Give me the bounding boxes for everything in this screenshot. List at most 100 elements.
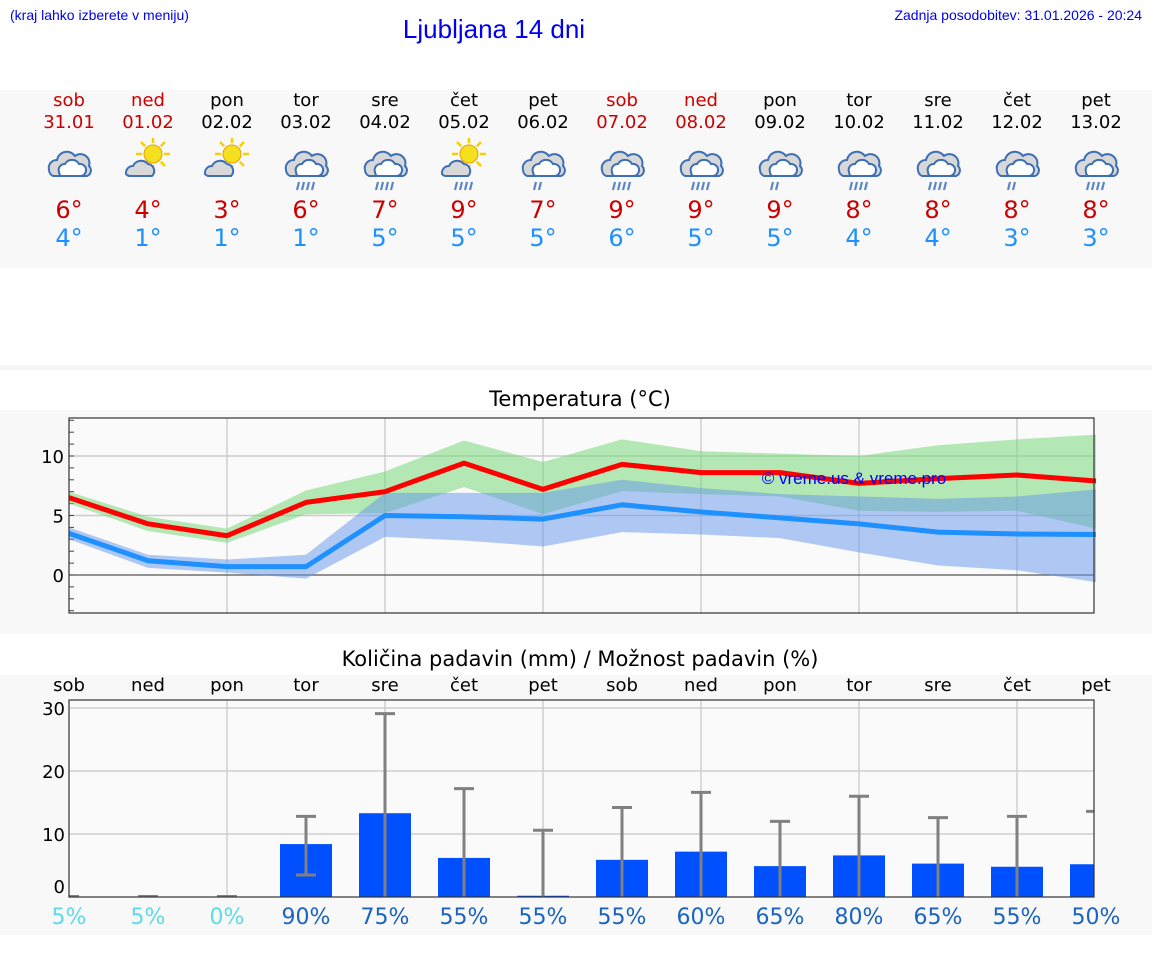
day-forecast: sob 07.02 9° 6° [583, 90, 662, 252]
partly-sunny-weather-icon [203, 138, 249, 177]
day-forecast: čet 12.02 8° 3° [978, 90, 1057, 252]
day-forecast: pon 02.02 3° 1° [188, 90, 267, 252]
divider [0, 365, 1152, 370]
day-date: 01.02 [122, 112, 174, 133]
precip-day-label: čet [1002, 675, 1032, 696]
precip-day-label: sre [924, 675, 952, 696]
day-date: 13.02 [1070, 112, 1122, 133]
precip-day-label: čet [449, 675, 479, 696]
max-temperature: 7° [529, 196, 557, 224]
day-name: pet [528, 90, 558, 111]
day-forecast: tor 03.02 6° 1° [267, 90, 346, 252]
day-forecast: ned 08.02 9° 5° [662, 90, 741, 252]
rain-weather-icon [1074, 150, 1119, 191]
precip-plot-frame [68, 699, 1095, 898]
day-name: ned [131, 90, 165, 111]
cloudy-weather-icon [47, 150, 92, 177]
sun-rain-weather-icon [440, 138, 486, 191]
temp-y-tick-label: 0 [53, 566, 64, 587]
day-date: 09.02 [754, 112, 806, 133]
min-temperature: 5° [529, 224, 557, 252]
temp-y-tick-label: 5 [53, 507, 64, 528]
day-date: 31.01 [43, 112, 95, 133]
min-temperature: 5° [687, 224, 715, 252]
day-date: 04.02 [359, 112, 411, 133]
temp-y-tick-label: 10 [41, 447, 64, 468]
precip-probability: 75% [360, 905, 410, 930]
max-temperature-line [68, 460, 1097, 539]
page-title: Ljubljana 14 dni [402, 14, 586, 44]
precip-probability: 55% [992, 905, 1042, 930]
precip-day-label: ned [684, 675, 718, 696]
max-temperature: 9° [608, 196, 636, 224]
precip-y-tick-label: 20 [42, 762, 65, 783]
rain-weather-icon [837, 150, 882, 191]
min-temperature: 3° [1082, 224, 1110, 252]
day-name: pon [763, 90, 797, 111]
precip-day-label: pon [763, 675, 797, 696]
precip-day-label: sre [371, 675, 399, 696]
day-name: ned [684, 90, 718, 111]
precip-day-label: tor [293, 675, 319, 696]
day-date: 05.02 [438, 112, 490, 133]
precip-day-label: pon [210, 675, 244, 696]
watermark: © vreme.us & vreme.pro [762, 469, 946, 488]
rain-weather-icon [916, 150, 961, 191]
temp-plot-frame [68, 417, 1095, 614]
precip-day-label: pet [528, 675, 558, 696]
day-name: čet [1002, 90, 1032, 111]
max-temperature: 9° [687, 196, 715, 224]
day-name: sob [53, 90, 85, 111]
precip-probability: 65% [913, 905, 963, 930]
max-temperature: 4° [134, 196, 162, 224]
light-rain-weather-icon [758, 150, 803, 191]
max-temperature: 6° [55, 196, 83, 224]
max-temperature: 9° [766, 196, 794, 224]
day-name: čet [449, 90, 479, 111]
min-temperature-line [68, 502, 1097, 570]
precip-probability: 55% [597, 905, 647, 930]
max-temperature: 8° [1003, 196, 1031, 224]
precip-y-tick-label: 10 [42, 825, 65, 846]
day-date: 11.02 [912, 112, 964, 133]
day-forecast: sre 04.02 7° 5° [346, 90, 425, 252]
day-name: sre [924, 90, 952, 111]
min-temperature: 5° [766, 224, 794, 252]
max-temperature: 9° [450, 196, 478, 224]
day-forecast: sre 11.02 8° 4° [899, 90, 978, 252]
max-temperature: 6° [292, 196, 320, 224]
precip-probability: 0% [209, 905, 245, 930]
min-temperature: 5° [371, 224, 399, 252]
precip-marks [69, 712, 1094, 897]
rain-weather-icon [600, 150, 645, 191]
day-name: pon [210, 90, 244, 111]
precip-probability: 5% [130, 905, 166, 930]
precip-day-label: ned [131, 675, 165, 696]
min-temperature: 5° [450, 224, 478, 252]
light-rain-weather-icon [521, 150, 566, 191]
precip-probability: 80% [834, 905, 884, 930]
last-updated: Zadnja posodobitev: 31.01.2026 - 20:24 [894, 7, 1142, 23]
min-temperature: 1° [134, 224, 162, 252]
precip-probability: 55% [439, 905, 489, 930]
day-date: 02.02 [201, 112, 253, 133]
temperature-chart-title: Temperatura (°C) [489, 387, 671, 411]
rain-weather-icon [679, 150, 724, 191]
precipitation-chart-title: Količina padavin (mm) / Možnost padavin … [341, 647, 819, 671]
light-rain-weather-icon [995, 150, 1040, 191]
precip-day-label: sob [53, 675, 85, 696]
daily-forecast-strip: sob 31.01 6° 4° ned 01.02 4° 1° pon 02.02 … [0, 90, 1152, 268]
day-date: 10.02 [833, 112, 885, 133]
min-temperature: 3° [1003, 224, 1031, 252]
day-date: 08.02 [675, 112, 727, 133]
day-forecast: pet 13.02 8° 3° [1057, 90, 1136, 252]
day-forecast: ned 01.02 4° 1° [109, 90, 188, 252]
day-forecast: pet 06.02 7° 5° [504, 90, 583, 252]
rain-weather-icon [284, 150, 329, 191]
partly-sunny-weather-icon [124, 138, 170, 177]
day-forecast: tor 10.02 8° 4° [820, 90, 899, 252]
day-forecast: čet 05.02 9° 5° [425, 90, 504, 252]
min-temperature: 4° [845, 224, 873, 252]
day-name: tor [846, 90, 872, 111]
